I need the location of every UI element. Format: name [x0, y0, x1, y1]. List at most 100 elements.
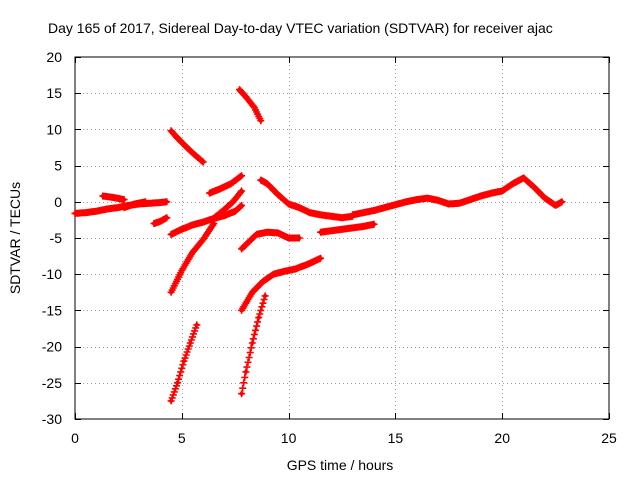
- data-point: [122, 205, 127, 210]
- data-point: [169, 128, 174, 133]
- series-s10: [208, 187, 246, 224]
- data-point: [308, 261, 312, 266]
- data-point: [158, 200, 163, 205]
- data-point: [256, 315, 261, 320]
- axis-ticks: [75, 57, 610, 420]
- data-point: [218, 186, 223, 191]
- data-point: [201, 160, 206, 164]
- data-point: [179, 268, 184, 273]
- data-point: [510, 181, 515, 186]
- data-point: [250, 290, 255, 295]
- data-point: [239, 246, 244, 251]
- data-point: [243, 369, 248, 374]
- data-point: [436, 198, 441, 203]
- data-point: [261, 279, 265, 284]
- data-point: [169, 290, 174, 295]
- x-tick-label: 5: [178, 430, 186, 446]
- data-point: [258, 118, 263, 123]
- data-point: [143, 199, 148, 204]
- data-point: [73, 211, 77, 216]
- data-point: [542, 196, 547, 201]
- data-point: [553, 203, 558, 208]
- y-tick-label: 10: [46, 121, 62, 137]
- data-point: [425, 196, 430, 201]
- data-point: [231, 199, 236, 204]
- y-tick-label: -10: [42, 266, 62, 282]
- data-point: [164, 199, 169, 204]
- series-s2: [99, 192, 128, 204]
- data-point: [318, 230, 323, 235]
- data-point: [188, 341, 193, 345]
- x-tick-labels: 0 5 10 15 20 25: [71, 430, 617, 446]
- data-point: [181, 359, 186, 364]
- data-point: [350, 225, 355, 230]
- data-point: [169, 398, 174, 403]
- series-s13: [238, 254, 325, 314]
- data-point: [521, 175, 526, 180]
- data-point: [237, 87, 242, 92]
- data-point: [258, 178, 263, 183]
- data-point: [329, 228, 334, 233]
- series-s6: [167, 127, 207, 166]
- data-point: [152, 221, 156, 226]
- x-tick-label: 15: [388, 430, 404, 446]
- series-s11: [236, 86, 265, 125]
- data-point: [308, 210, 312, 215]
- series-s17: [349, 174, 566, 219]
- y-axis-label: SDTVAR / TECUs: [7, 182, 23, 294]
- data-point: [201, 237, 206, 242]
- y-tick-label: -30: [42, 411, 62, 427]
- data-point: [414, 197, 419, 202]
- y-tick-label: -15: [42, 302, 62, 318]
- data-point: [361, 224, 366, 229]
- y-tick-label: 5: [54, 158, 62, 174]
- data-point: [297, 236, 302, 240]
- data-point: [382, 205, 387, 210]
- data-point: [250, 341, 255, 345]
- data-point: [271, 272, 276, 277]
- data-point: [239, 308, 244, 313]
- data-point: [489, 191, 494, 196]
- data-point: [293, 267, 297, 272]
- data-point: [100, 194, 105, 198]
- data-point: [393, 202, 398, 207]
- data-point: [201, 220, 206, 225]
- x-tick-label: 20: [494, 430, 510, 446]
- data-point: [297, 205, 302, 210]
- y-tick-label: 20: [46, 49, 62, 65]
- data-point: [286, 202, 291, 206]
- x-tick-label: 0: [71, 430, 79, 446]
- data-point: [340, 215, 344, 220]
- data-point: [222, 213, 227, 218]
- data-point: [132, 202, 137, 206]
- data-point: [122, 197, 127, 202]
- data-point: [252, 105, 257, 110]
- data-point: [179, 227, 184, 232]
- data-point: [286, 236, 291, 240]
- data-point: [115, 205, 120, 210]
- data-point: [175, 136, 180, 141]
- y-tick-label: -25: [42, 375, 62, 391]
- data-point: [105, 207, 109, 211]
- data-point: [404, 199, 409, 204]
- data-point: [169, 232, 174, 237]
- data-point: [164, 215, 169, 220]
- data-point: [457, 201, 462, 206]
- data-point: [372, 222, 376, 227]
- data-point: [83, 210, 88, 215]
- data-point: [192, 152, 197, 157]
- data-point: [478, 194, 483, 198]
- data-point: [207, 191, 212, 196]
- x-tick-label: 25: [601, 430, 617, 446]
- data-point: [239, 188, 244, 193]
- y-tick-label: 0: [54, 194, 62, 210]
- data-point: [340, 227, 344, 232]
- series-layer: [71, 86, 566, 405]
- data-point: [220, 209, 225, 214]
- data-point: [190, 223, 195, 227]
- data-point: [158, 219, 163, 224]
- y-tick-label: -20: [42, 339, 62, 355]
- data-point: [275, 230, 280, 235]
- data-point: [243, 94, 248, 99]
